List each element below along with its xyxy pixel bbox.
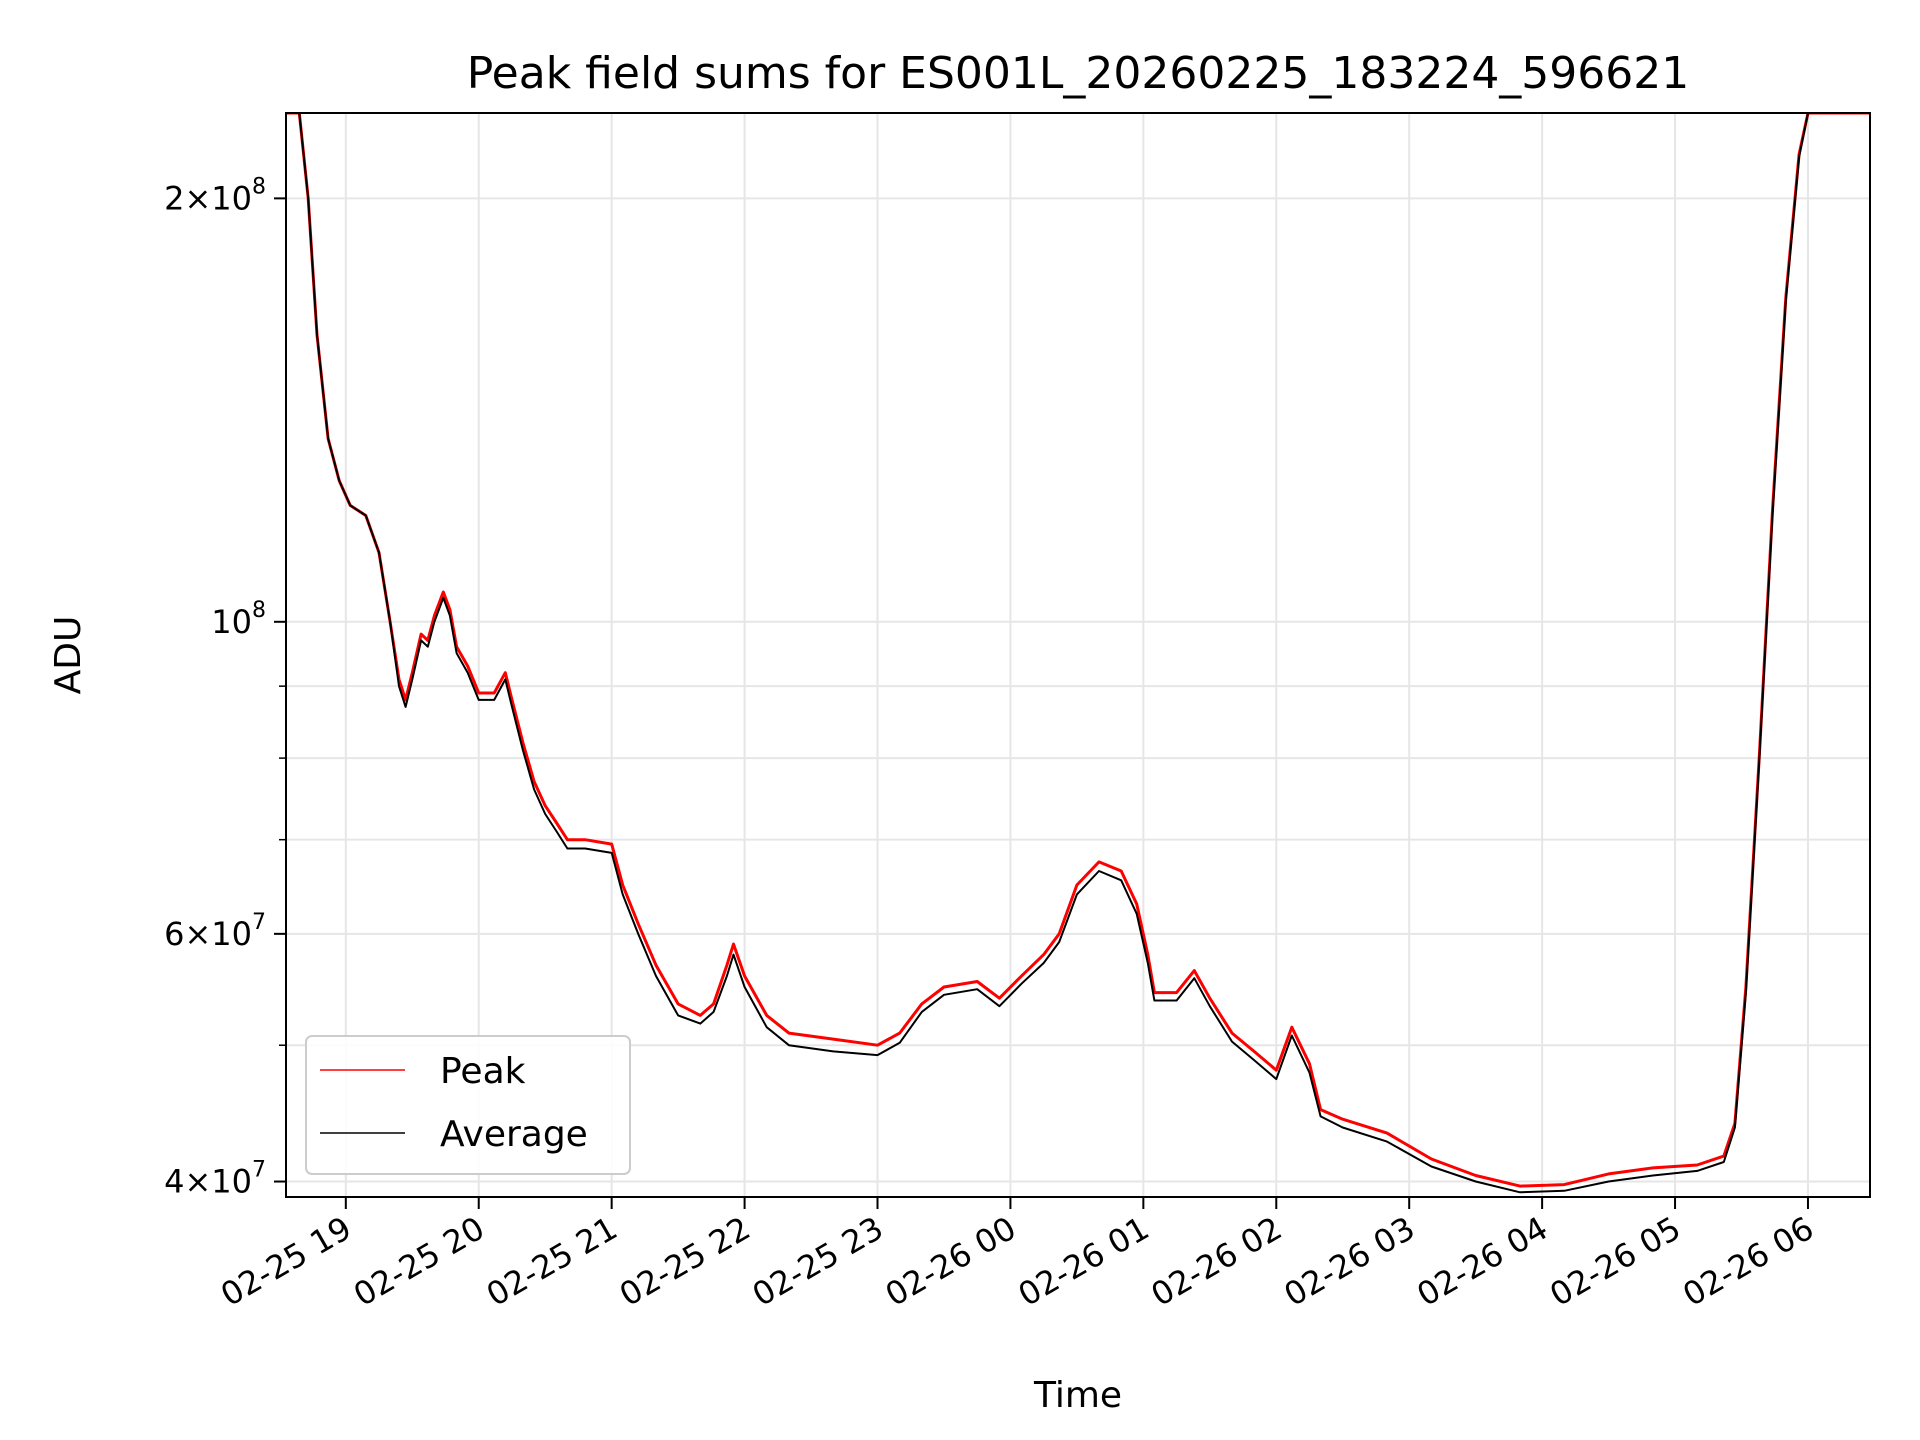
legend: Peak Average	[305, 1035, 631, 1175]
y-tick-exponent: 8	[252, 598, 266, 623]
legend-label-average: Average	[440, 1114, 588, 1155]
y-tick-exponent: 8	[252, 174, 266, 199]
plot-frame	[285, 112, 1871, 1198]
series-line-peak	[286, 113, 1870, 1188]
y-axis-label: ADU	[48, 616, 89, 695]
series-line-average	[286, 113, 1870, 1194]
y-tick-exponent: 7	[252, 1158, 266, 1183]
y-tick-exponent: 7	[252, 910, 266, 935]
chart-title: Peak field sums for ES001L_20260225_1832…	[467, 48, 1690, 99]
y-tick-label: 2×108	[164, 174, 266, 217]
series-lines	[286, 113, 1870, 1194]
x-axis-label: Time	[1033, 1375, 1122, 1416]
y-tick-label: 4×107	[164, 1158, 266, 1201]
y-tick-label: 6×107	[164, 910, 266, 953]
legend-label-peak: Peak	[440, 1051, 526, 1092]
